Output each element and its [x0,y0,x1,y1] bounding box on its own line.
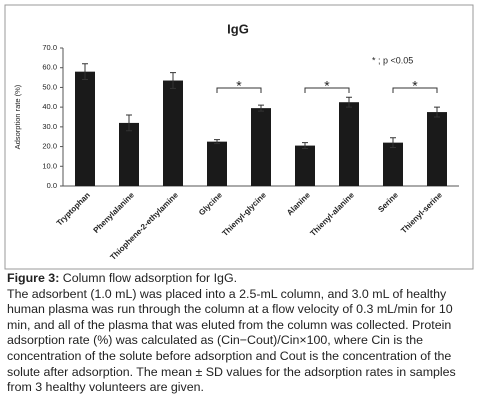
significance-star: * [324,78,330,94]
y-tick-label: 30.0 [42,122,57,131]
bar [119,122,139,186]
error-bar [302,142,308,150]
chart-title: IgG [227,21,249,36]
error-bar [434,106,440,118]
bar [383,142,403,186]
caption-label: Figure 3: [7,271,60,285]
error-bar [214,139,220,145]
y-tick-label: 50.0 [42,82,57,91]
error-bar [170,72,176,89]
significance-bracket [304,87,350,93]
caption: Figure 3: Column flow adsorption for IgG… [7,271,473,396]
caption-title: Column flow adsorption for IgG. [62,271,238,285]
bar [339,102,359,186]
bar [207,141,227,186]
caption-text: The adsorbent (1.0 mL) was placed into a… [7,286,456,395]
bar [75,71,95,186]
significance-bracket [216,87,262,93]
significance-star: * [412,78,418,94]
error-bar [126,114,132,132]
significance-bracket [392,87,438,93]
caption-heading: Figure 3: Column flow adsorption for IgG… [7,271,473,287]
error-bar [346,96,352,108]
error-bar [390,137,396,149]
significance-note: * ; p <0.05 [372,55,413,65]
y-tick-label: 70.0 [42,43,57,52]
y-tick-label: 0.0 [47,181,57,190]
error-bar [258,104,264,112]
bar [163,80,183,186]
error-bar [82,63,88,81]
y-tick-label: 20.0 [42,142,57,151]
chart: IgG Adsorption rate (%) * ; p <0.05 0.0 1… [4,4,474,270]
significance-star: * [236,78,242,94]
y-axis-label: Adsorption rate (%) [13,84,22,149]
bar [251,108,271,186]
y-tick-label: 10.0 [42,161,57,170]
bar [427,112,447,186]
y-tick-label: 60.0 [42,63,57,72]
y-tick-label: 40.0 [42,102,57,111]
bar [295,145,315,186]
